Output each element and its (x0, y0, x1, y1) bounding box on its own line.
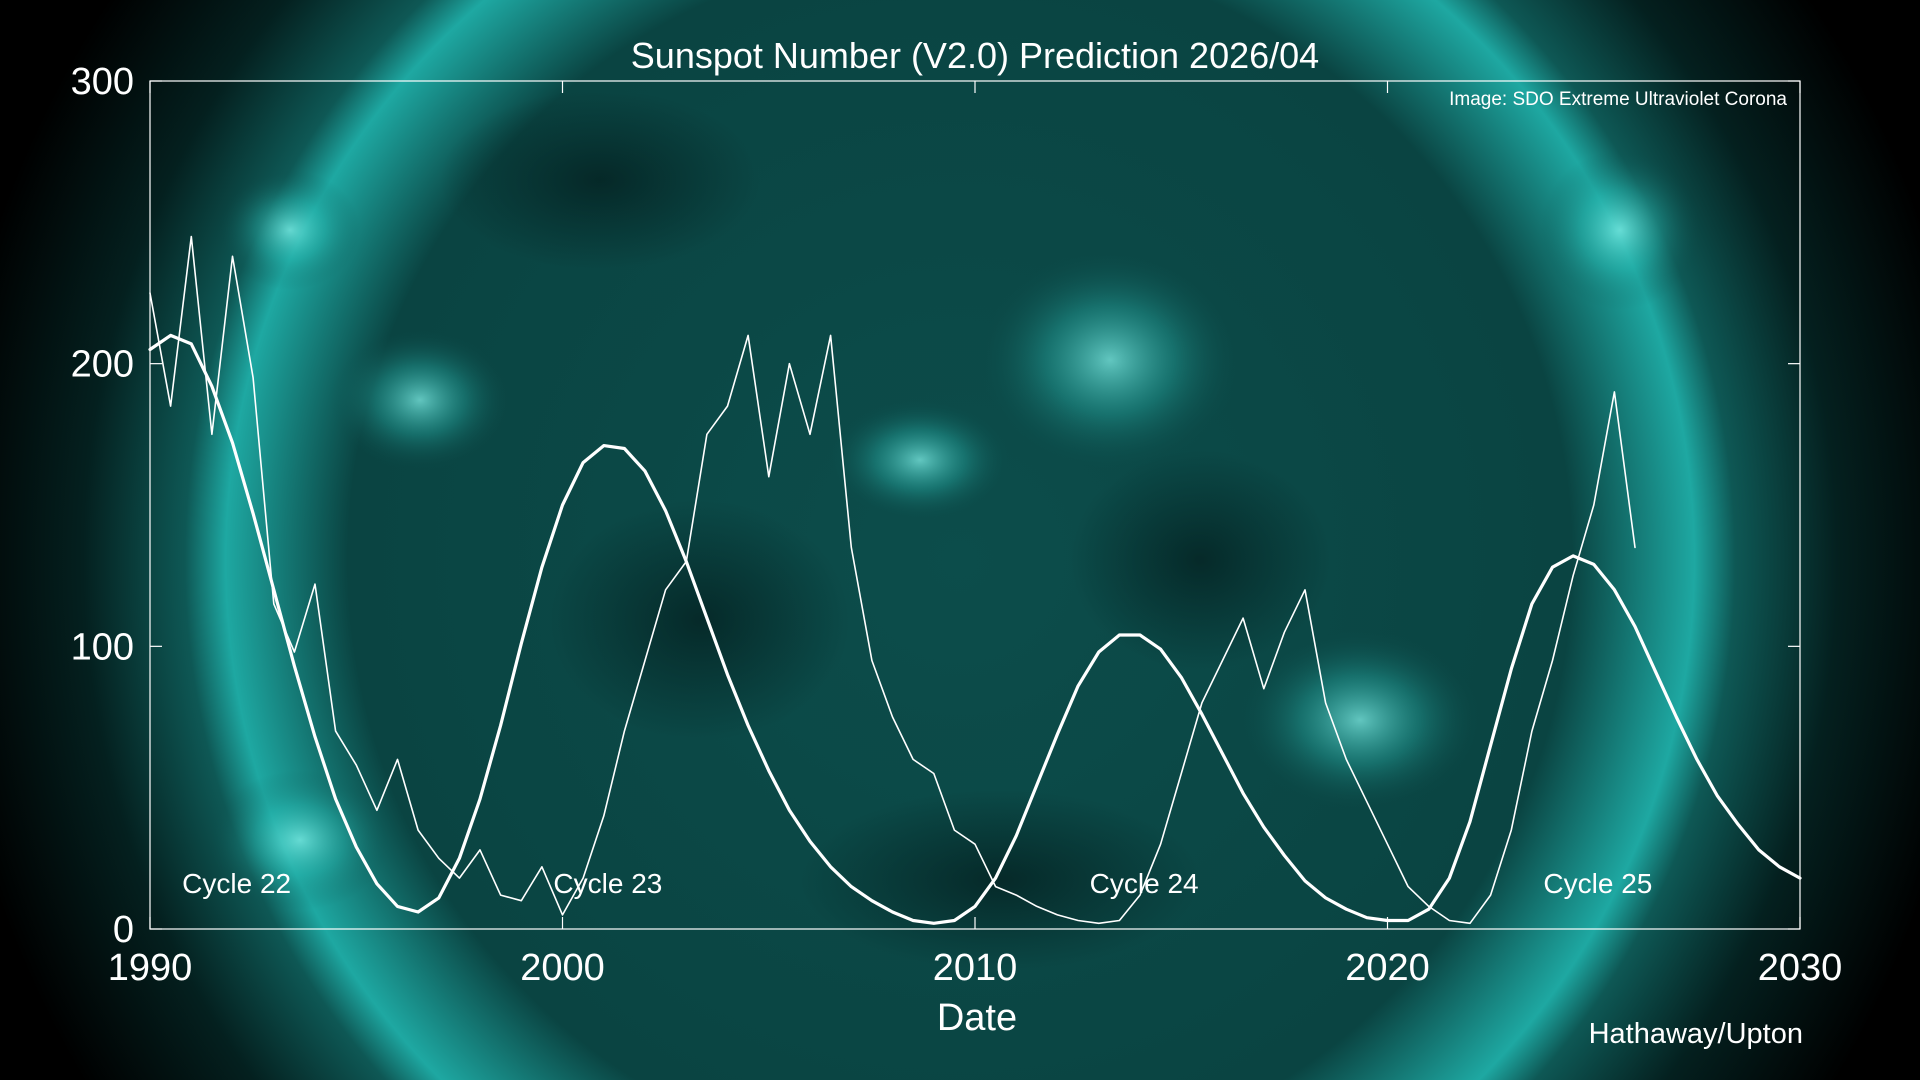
y-tick-label: 100 (71, 626, 134, 668)
cycle-label: Cycle 23 (553, 868, 662, 899)
x-axis-label: Date (937, 997, 1017, 1039)
y-tick-label: 200 (71, 344, 134, 386)
smoothed-curve-line (148, 333, 1802, 925)
author-credit: Hathaway/Upton (1589, 1018, 1803, 1050)
cycle-label: Cycle 25 (1543, 868, 1652, 899)
tick-labels: 1990 2000 2010 2020 2030 0 100 200 300 (71, 61, 1843, 989)
series-layer (148, 235, 1802, 925)
cycle-label: Cycle 24 (1090, 868, 1199, 899)
cycle-label: Cycle 22 (182, 868, 291, 899)
y-tick-label: 0 (113, 909, 134, 951)
x-tick-label: 2030 (1758, 947, 1843, 989)
image-credit: Image: SDO Extreme Ultraviolet Corona (1449, 89, 1787, 110)
y-tick-label: 300 (71, 61, 134, 103)
axis-ticks (149, 80, 1801, 930)
x-tick-label: 1990 (108, 947, 193, 989)
monthly-values-line (149, 235, 1636, 925)
x-tick-label: 2020 (1345, 947, 1430, 989)
x-tick-label: 2000 (520, 947, 605, 989)
plot-frame (149, 80, 1801, 930)
cycle-labels: Cycle 22 Cycle 23 Cycle 24 Cycle 25 (182, 868, 1652, 899)
x-tick-label: 2010 (933, 947, 1018, 989)
chart-title: Sunspot Number (V2.0) Prediction 2026/04 (631, 35, 1319, 76)
